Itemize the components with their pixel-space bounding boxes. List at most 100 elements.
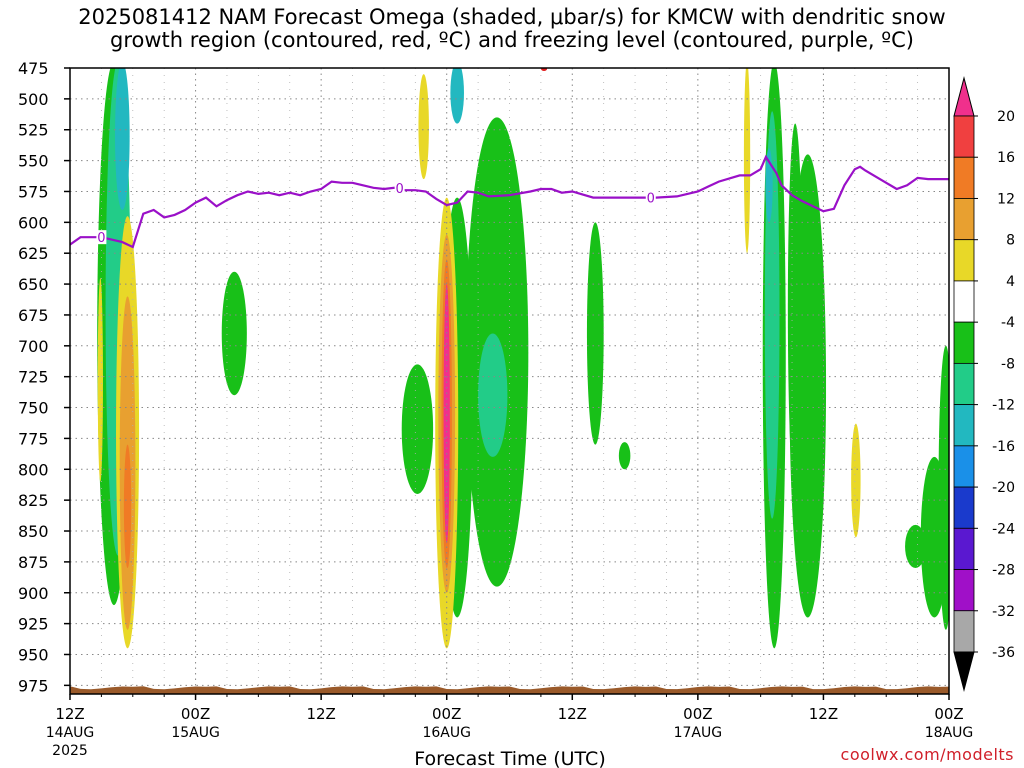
colorbar-bin-8 bbox=[953, 404, 975, 447]
omega-region-7 bbox=[221, 271, 247, 396]
x-tick-label-84: 00Z bbox=[934, 705, 963, 723]
y-tick-label-700: 700 bbox=[18, 337, 49, 356]
colorbar-top-arrow bbox=[953, 76, 975, 117]
x-tick-label-60: 00Z bbox=[683, 705, 712, 723]
y-axis: 475 500 525 550 575 600 625 650 675 700 725 750 775 8… bbox=[18, 59, 70, 695]
y-tick-label-925: 925 bbox=[18, 615, 49, 634]
y-tick-label-875: 875 bbox=[18, 553, 49, 572]
grid-lines bbox=[70, 68, 949, 694]
omega-region-23 bbox=[765, 148, 773, 223]
x-tick-label-36: 00Z bbox=[432, 705, 461, 723]
colorbar-label-6: -8 bbox=[1001, 356, 1015, 372]
colorbar-bin-3 bbox=[953, 198, 975, 241]
colorbar-label-2: 12 bbox=[997, 191, 1015, 207]
y-tick-label-975: 975 bbox=[18, 676, 49, 695]
x-tick-year: 2025 bbox=[52, 743, 88, 759]
omega-region-5 bbox=[123, 444, 132, 569]
y-tick-label-775: 775 bbox=[18, 429, 49, 448]
omega-region-20 bbox=[743, 68, 751, 254]
omega-region-6 bbox=[97, 277, 103, 482]
y-tick-label-475: 475 bbox=[18, 59, 49, 78]
omega-region-18 bbox=[586, 222, 604, 445]
y-tick-label-725: 725 bbox=[18, 368, 49, 387]
x-tick-label-72: 12Z bbox=[809, 705, 838, 723]
omega-shading bbox=[97, 68, 949, 649]
colorbar-label-0: 20 bbox=[997, 109, 1015, 125]
y-tick-label-750: 750 bbox=[18, 399, 49, 418]
colorbar-bin-6 bbox=[953, 321, 975, 364]
colorbar-label-10: -24 bbox=[992, 521, 1015, 537]
colorbar-bottom-arrow bbox=[953, 651, 975, 692]
omega-region-2 bbox=[114, 68, 130, 210]
freezing-label-bg-1 bbox=[394, 180, 405, 195]
freezing-level-contour: 0 0 0 bbox=[70, 68, 949, 249]
chart-title-line-1: 2025081412 NAM Forecast Omega (shaded, μ… bbox=[78, 5, 946, 29]
source-credit: coolwx.com/modelts bbox=[840, 745, 1014, 764]
y-tick-label-500: 500 bbox=[18, 90, 49, 109]
y-tick-label-625: 625 bbox=[18, 244, 49, 263]
colorbar-label-5: -4 bbox=[1001, 315, 1015, 331]
x-tick-date-84: 18AUG bbox=[925, 725, 974, 741]
omega-region-27 bbox=[905, 524, 926, 569]
freezing-level-line bbox=[70, 154, 949, 249]
colorbar-bin-11 bbox=[953, 527, 975, 570]
colorbar-bin-9 bbox=[953, 445, 975, 488]
x-tick-label-48: 12Z bbox=[558, 705, 587, 723]
chart-title: 2025081412 NAM Forecast Omega (shaded, μ… bbox=[0, 6, 1024, 52]
y-tick-label-825: 825 bbox=[18, 491, 49, 510]
colorbar-label-3: 8 bbox=[1006, 233, 1015, 249]
y-tick-label-900: 900 bbox=[18, 584, 49, 603]
x-tick-date-12: 15AUG bbox=[171, 725, 220, 741]
freezing-label-bg-2 bbox=[645, 190, 656, 205]
colorbar-label-7: -12 bbox=[992, 398, 1015, 414]
colorbar-label-12: -32 bbox=[992, 604, 1015, 620]
colorbar-bin-4 bbox=[953, 239, 975, 282]
colorbar-bin-12 bbox=[953, 569, 975, 612]
colorbar-label-4: 4 bbox=[1006, 274, 1015, 290]
y-tick-label-950: 950 bbox=[18, 645, 49, 664]
terrain-fill bbox=[70, 686, 949, 694]
omega-region-26 bbox=[851, 423, 861, 538]
x-tick-label-0: 12Z bbox=[55, 705, 84, 723]
colorbar-bin-7 bbox=[953, 362, 975, 406]
freezing-level-label-2: 0 bbox=[647, 192, 655, 207]
omega-region-8 bbox=[418, 74, 429, 180]
x-axis: 12Z 14AUG 2025 00Z 15AUG 12Z 00Z 16AUG 12Z 00Z 17A… bbox=[46, 694, 974, 759]
colorbar-bin-1 bbox=[953, 115, 975, 158]
colorbar-label-8: -16 bbox=[992, 439, 1015, 455]
x-tick-date-36: 16AUG bbox=[422, 725, 471, 741]
y-tick-label-525: 525 bbox=[18, 121, 49, 140]
y-tick-label-575: 575 bbox=[18, 182, 49, 201]
y-tick-label-550: 550 bbox=[18, 152, 49, 171]
colorbar-label-13: -36 bbox=[992, 645, 1015, 661]
colorbar-bin-10 bbox=[953, 486, 975, 529]
y-tick-label-675: 675 bbox=[18, 306, 49, 325]
omega-region-17 bbox=[478, 333, 508, 457]
omega-region-19 bbox=[618, 442, 631, 470]
color-scale-legend: 20 16 12 8 4 -4 -8 -12 -16 -20 -24 -28 -32 -36 bbox=[953, 76, 1015, 692]
x-tick-label-24: 12Z bbox=[306, 705, 335, 723]
omega-region-29 bbox=[938, 345, 949, 630]
omega-region-25 bbox=[787, 123, 803, 494]
y-tick-label-850: 850 bbox=[18, 522, 49, 541]
x-tick-label-12: 00Z bbox=[181, 705, 210, 723]
omega-region-10 bbox=[401, 364, 434, 494]
x-axis-label: Forecast Time (UTC) bbox=[414, 748, 605, 768]
y-tick-label-650: 650 bbox=[18, 275, 49, 294]
x-tick-date-0: 14AUG bbox=[46, 725, 95, 741]
y-tick-label-800: 800 bbox=[18, 460, 49, 479]
freezing-level-label-1: 0 bbox=[395, 182, 403, 197]
x-tick-date-60: 17AUG bbox=[674, 725, 723, 741]
chart-title-line-2: growth region (contoured, red, ºC) and f… bbox=[110, 28, 914, 52]
colorbar-label-1: 16 bbox=[997, 150, 1015, 166]
omega-region-15 bbox=[443, 284, 450, 544]
colorbar-bin-2 bbox=[953, 156, 975, 199]
freezing-label-bg-0 bbox=[96, 230, 107, 245]
colorbar-bin-13 bbox=[953, 610, 975, 653]
freezing-level-label-0: 0 bbox=[97, 231, 105, 246]
terrain-strip bbox=[70, 686, 949, 694]
colorbar-bin-5 bbox=[953, 280, 975, 323]
y-tick-label-600: 600 bbox=[18, 213, 49, 232]
omega-region-9 bbox=[450, 68, 464, 124]
